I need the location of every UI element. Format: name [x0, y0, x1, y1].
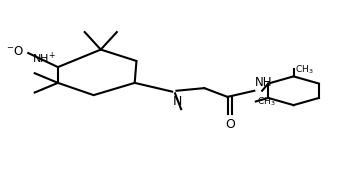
Text: N: N [173, 95, 183, 108]
Text: NH$^{+}$: NH$^{+}$ [32, 51, 56, 66]
Text: NH: NH [255, 76, 273, 89]
Text: CH$_3$: CH$_3$ [257, 95, 276, 108]
Text: CH$_3$: CH$_3$ [295, 63, 314, 76]
Text: O: O [225, 118, 235, 131]
Text: $^{-}$O: $^{-}$O [6, 45, 24, 58]
